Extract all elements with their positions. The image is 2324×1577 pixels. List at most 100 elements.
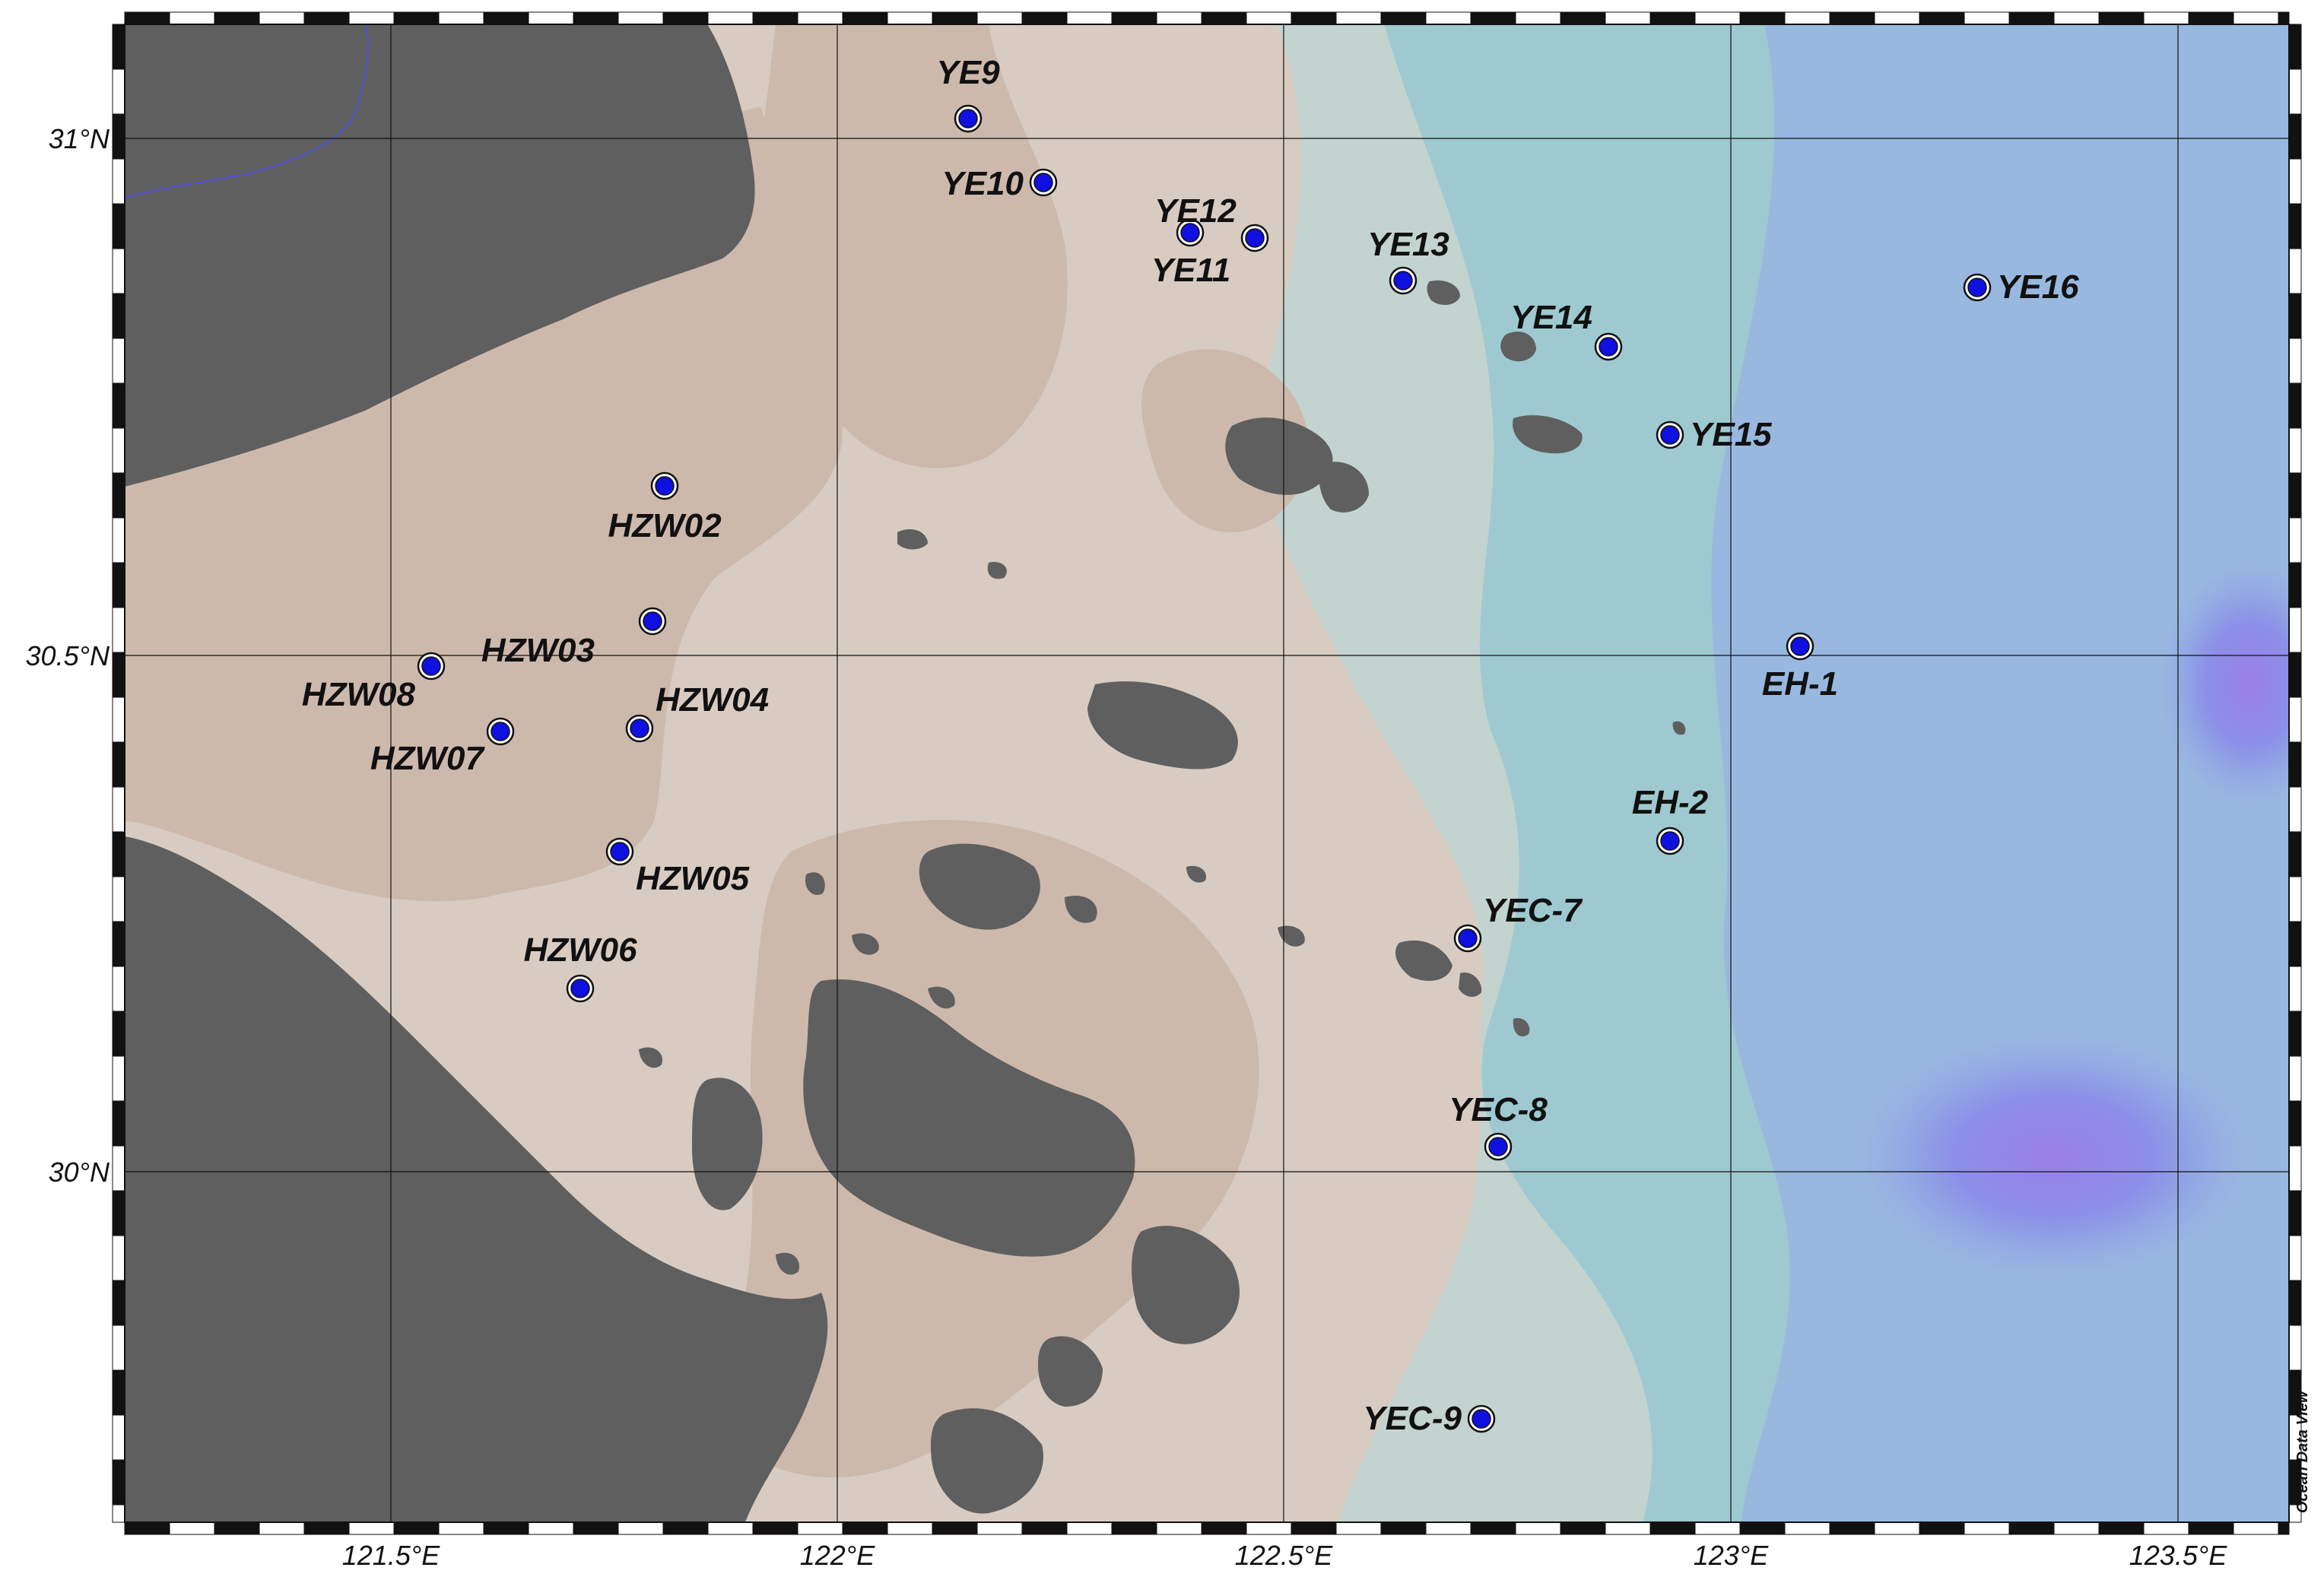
frame-segment: [618, 1521, 664, 1535]
frame-segment: [112, 741, 125, 788]
frame-segment: [2288, 293, 2302, 339]
frame-segment: [573, 1521, 619, 1535]
frame-segment: [976, 1521, 1023, 1535]
frame-segment: [112, 1011, 125, 1057]
frame-segment: [1380, 1521, 1427, 1535]
frame-segment: [112, 1235, 125, 1281]
station-marker: [655, 476, 675, 496]
station-hzw07: HZW07: [370, 717, 515, 777]
frame-segment: [2288, 876, 2302, 922]
frame-segment: [348, 11, 395, 25]
frame-segment: [528, 11, 574, 25]
frame-segment: [1874, 11, 1920, 25]
frame-segment: [112, 1190, 125, 1236]
station-label: HZW05: [636, 860, 750, 897]
frame-segment: [1605, 11, 1651, 25]
frame-segment: [1964, 1521, 2010, 1535]
station-label: YE10: [941, 165, 1024, 202]
frame-segment: [2288, 113, 2302, 160]
frame-segment: [124, 1521, 170, 1535]
frame-segment: [1515, 11, 1561, 25]
station-marker: [643, 611, 662, 631]
axis-labels: 121.5°E 122°E 122.5°E 123°E 123.5°E 31°N…: [26, 123, 2228, 1571]
station-marker: [1660, 425, 1680, 445]
frame-segment: [112, 427, 125, 474]
station-label: HZW02: [608, 507, 722, 544]
frame-segment: [2278, 1521, 2290, 1535]
frame-segment: [1066, 11, 1113, 25]
frame-segment: [1829, 11, 1875, 25]
frame-segment: [797, 1521, 843, 1535]
frame-segment: [1515, 1521, 1561, 1535]
frame-segment: [2288, 248, 2302, 294]
frame-segment: [112, 1459, 125, 1506]
frame-segment: [303, 1521, 350, 1535]
credit-label: Ocean Data View: [2294, 1390, 2311, 1513]
frame-segment: [976, 11, 1023, 25]
station-ye15: YE15: [1656, 416, 1772, 453]
frame-segment: [112, 1325, 125, 1371]
frame-segment: [112, 472, 125, 519]
station-hzw03: HZW03: [481, 607, 667, 669]
station-label: HZW08: [302, 676, 416, 713]
frame-segment: [752, 1521, 798, 1535]
frame-segment: [112, 293, 125, 339]
frame-segment: [2278, 11, 2290, 25]
frame-segment: [112, 1414, 125, 1461]
frame-segment: [2188, 11, 2234, 25]
frame-segment: [2288, 427, 2302, 474]
frame-segment: [214, 11, 260, 25]
frame-segment: [618, 11, 664, 25]
frame-segment: [2288, 1280, 2302, 1326]
frame-segment: [1470, 11, 1516, 25]
frame-segment: [2288, 1011, 2302, 1057]
frame-segment: [1246, 11, 1292, 25]
frame-segment: [2288, 338, 2302, 384]
map-frame: [112, 11, 2302, 1535]
station-label: YE12: [1154, 192, 1237, 230]
station-marker: [1472, 1409, 1491, 1429]
frame-segment: [2288, 382, 2302, 429]
frame-segment: [1560, 11, 1606, 25]
frame-segment: [112, 517, 125, 563]
frame-segment: [1605, 1521, 1651, 1535]
frame-segment: [124, 11, 170, 25]
frame-segment: [259, 11, 305, 25]
frame-segment: [1156, 11, 1202, 25]
frame-segment: [797, 11, 843, 25]
frame-segment: [2288, 652, 2302, 698]
frame-segment: [2288, 966, 2302, 1012]
frame-segment: [2288, 921, 2302, 967]
frame-segment: [2288, 68, 2302, 115]
station-label: YE15: [1690, 416, 1772, 453]
station-eh-2: EH-2: [1632, 784, 1709, 855]
land-masses: [125, 24, 1686, 1522]
frame-segment: [2288, 472, 2302, 519]
frame-segment: [1919, 11, 1965, 25]
frame-segment: [1739, 11, 1786, 25]
frame-segment: [842, 1521, 888, 1535]
frame-segment: [112, 831, 125, 877]
station-marker: [570, 979, 590, 998]
frame-segment: [1021, 11, 1068, 25]
frame-segment: [1470, 1521, 1516, 1535]
frame-segment: [112, 1055, 125, 1102]
frame-segment: [2233, 1521, 2279, 1535]
frame-segment: [112, 338, 125, 384]
station-marker: [421, 656, 441, 676]
frame-segment: [1694, 11, 1741, 25]
y-tick-label: 31°N: [49, 123, 110, 154]
station-marker: [1488, 1137, 1508, 1157]
frame-segment: [2288, 203, 2302, 249]
frame-segment: [438, 11, 484, 25]
frame-segment: [112, 696, 125, 743]
graticule: [125, 24, 2289, 1522]
station-label: YE16: [1997, 268, 2079, 306]
station-label: HZW07: [370, 740, 486, 777]
station-marker: [610, 842, 630, 861]
frame-segment: [1111, 1521, 1157, 1535]
station-hzw08: HZW08: [302, 652, 446, 713]
frame-segment: [2053, 1521, 2100, 1535]
station-label: HZW06: [523, 931, 637, 969]
